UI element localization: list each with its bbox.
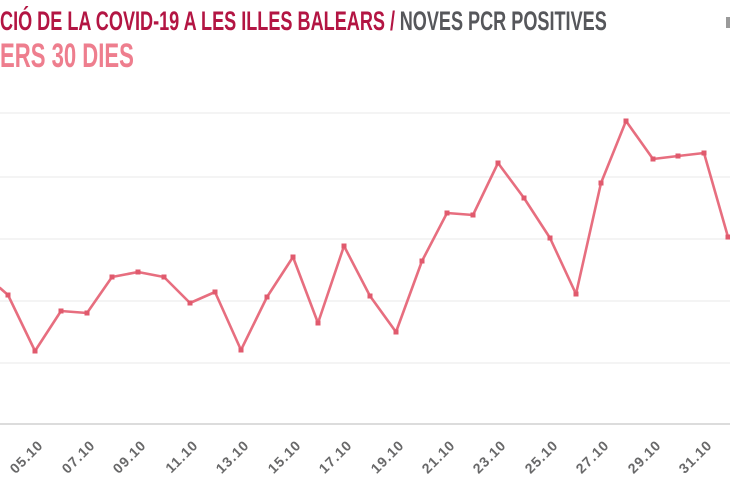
- data-point-marker: [264, 294, 270, 300]
- data-point-marker: [109, 274, 115, 280]
- x-tick-label: 25.10: [521, 437, 561, 477]
- data-point-marker: [521, 195, 527, 201]
- data-point-marker: [701, 150, 707, 156]
- data-point-marker: [495, 160, 501, 166]
- data-point-marker: [393, 329, 399, 335]
- data-point-marker: [675, 153, 681, 159]
- data-point-marker: [58, 308, 64, 314]
- x-tick-label: 27.10: [572, 437, 612, 477]
- pcr-positives-line: [0, 119, 730, 353]
- x-tick-label: 21.10: [418, 437, 458, 477]
- data-point-marker: [32, 348, 38, 354]
- x-tick-label: 05.10: [6, 437, 46, 477]
- chart-subtitle-line: ERS 30 DIES: [0, 37, 206, 75]
- data-point-marker: [341, 243, 347, 249]
- x-tick-label: 29.10: [624, 437, 664, 477]
- x-tick-label: 17.10: [315, 437, 355, 477]
- data-point-marker: [650, 156, 656, 162]
- chart-subtitle: ERS 30 DIES: [0, 37, 134, 75]
- data-point-marker: [135, 269, 141, 275]
- chart-title: CIÓ DE LA COVID-19 A LES ILLES BALEARS /…: [0, 6, 730, 37]
- x-tick-label: 09.10: [109, 437, 149, 477]
- x-tick-label: 31.10: [675, 437, 715, 477]
- data-point-marker: [84, 310, 90, 316]
- data-point-marker: [419, 258, 425, 264]
- data-point-marker: [238, 347, 244, 353]
- clipped-right-text-fragment: [726, 17, 730, 28]
- data-point-marker: [725, 234, 730, 240]
- data-point-marker: [212, 289, 218, 295]
- data-point-marker: [470, 212, 476, 218]
- data-point-marker: [290, 254, 296, 260]
- x-tick-label: 15.10: [264, 437, 304, 477]
- data-point-marker: [315, 320, 321, 326]
- data-point-marker: [547, 235, 553, 241]
- data-point-marker: [161, 274, 167, 280]
- x-tick-label: 07.10: [58, 437, 98, 477]
- x-tick-label: 19.10: [367, 437, 407, 477]
- data-point-marker: [5, 292, 11, 298]
- x-tick-label: 13.10: [212, 437, 252, 477]
- chart-title-secondary: NOVES PCR POSITIVES: [399, 6, 607, 36]
- x-tick-label: 11.10: [162, 437, 201, 476]
- data-point-marker: [573, 291, 579, 297]
- data-point-marker: [623, 118, 629, 124]
- data-point-marker: [444, 210, 450, 216]
- data-point-marker: [598, 180, 604, 186]
- x-tick-label: 23.10: [469, 437, 509, 477]
- data-point-marker: [187, 300, 193, 306]
- chart-title-primary: CIÓ DE LA COVID-19 A LES ILLES BALEARS /: [0, 6, 396, 36]
- data-point-marker: [367, 293, 373, 299]
